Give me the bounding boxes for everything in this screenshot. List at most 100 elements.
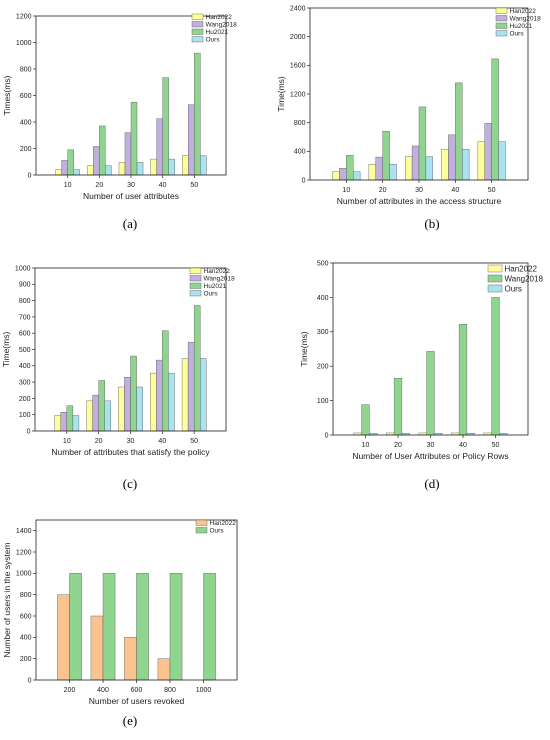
legend-swatch-c <box>189 290 202 297</box>
legend-label-b: Wang2018 <box>510 15 542 22</box>
ytick-label-a: 1000 <box>16 40 32 47</box>
bar-a-ours-20 <box>105 165 112 176</box>
bar-e-han2022-800 <box>157 658 171 681</box>
bar-c-wang2018-50 <box>187 341 195 432</box>
bar-b-han2022-40 <box>441 148 449 181</box>
bar-a-hu2021-10 <box>67 149 74 176</box>
bar-c-ours-10 <box>72 415 80 432</box>
ytick-label-d: 0 <box>325 432 329 439</box>
bar-d-wang2018-10 <box>361 404 370 436</box>
legend-label-b: Ours <box>510 30 525 37</box>
xtick-label-e: 1000 <box>196 687 212 694</box>
ytick-label-c: 100 <box>19 412 31 419</box>
y-axis-label-c: Time(ms) <box>1 332 11 368</box>
caption-c: (c) <box>123 476 137 491</box>
ytick-label-d: 200 <box>317 364 329 371</box>
caption-e: (e) <box>123 713 137 728</box>
ytick-label-c: 400 <box>19 363 31 370</box>
bar-a-hu2021-40 <box>162 77 169 176</box>
bar-b-wang2018-50 <box>484 123 492 181</box>
legend-swatch-c <box>189 282 202 289</box>
ytick-label-e: 400 <box>20 635 32 642</box>
bar-e-han2022-400 <box>90 615 104 681</box>
xtick-label-d: 20 <box>394 442 402 449</box>
bar-e-ours-400 <box>102 573 116 681</box>
legend-swatch-d <box>487 264 503 273</box>
ytick-label-d: 100 <box>317 398 329 405</box>
ytick-label-c: 800 <box>19 298 31 305</box>
bar-c-han2022-20 <box>86 400 93 432</box>
bar-b-hu2021-30 <box>418 106 427 181</box>
legend-swatch-b <box>495 15 508 22</box>
xtick-label-b: 20 <box>379 187 387 194</box>
bar-e-ours-600 <box>136 573 149 681</box>
x-axis-label-a: Number of user attributes <box>83 191 179 201</box>
bar-c-ours-30 <box>136 386 143 432</box>
ytick-label-b: 2000 <box>290 34 306 41</box>
bar-b-hu2021-10 <box>346 155 354 181</box>
ytick-label-e: 1000 <box>16 571 32 578</box>
ytick-label-c: 600 <box>19 331 31 338</box>
bar-a-wang2018-10 <box>61 160 68 176</box>
ytick-label-e: 0 <box>28 677 32 684</box>
bar-c-ours-40 <box>168 372 175 432</box>
xtick-label-b: 50 <box>488 187 496 194</box>
legend-label-a: Han2022 <box>206 14 233 21</box>
bar-a-ours-30 <box>136 162 144 176</box>
legend-swatch-a <box>191 13 204 20</box>
ytick-label-a: 400 <box>20 119 32 126</box>
legend-swatch-e <box>195 527 208 534</box>
bar-b-ours-50 <box>498 141 506 181</box>
legend-swatch-c <box>189 275 202 282</box>
caption-d: (d) <box>424 476 439 491</box>
ytick-label-c: 500 <box>19 347 31 354</box>
bar-d-wang2018-30 <box>426 351 435 436</box>
chart-a: 0 200 400 600 800 1000 1200 10 20 30 40 50 Number of… <box>2 13 237 231</box>
bar-e-ours-200 <box>69 573 82 681</box>
bar-e-han2022-600 <box>124 637 137 681</box>
legend-label-b: Hu2021 <box>510 23 533 30</box>
bar-a-hu2021-20 <box>99 125 106 176</box>
bar-b-han2022-10 <box>332 171 340 181</box>
bar-a-han2022-50 <box>182 155 189 176</box>
bar-c-ours-50 <box>200 358 207 432</box>
legend-label-b: Han2022 <box>510 8 537 15</box>
legend-label-e: Ours <box>210 527 225 534</box>
ytick-label-e: 1400 <box>16 528 32 535</box>
xtick-label-c: 20 <box>95 438 103 445</box>
legend-swatch-a <box>191 36 204 43</box>
ytick-label-b: 800 <box>294 120 306 127</box>
bar-b-ours-20 <box>389 164 397 181</box>
y-axis-label-e: Number of users in the system <box>2 542 12 657</box>
bar-b-ours-10 <box>353 171 361 181</box>
y-axis-label-d: Time(ms) <box>299 331 309 367</box>
legend-label-d: Wang2018 <box>505 274 544 283</box>
chart-b: 0 400 800 1200 1600 2000 2400 10 20 30 40 50 Number … <box>276 5 541 231</box>
x-axis-label-e: Number of users revoked <box>89 696 185 706</box>
legend-label-d: Ours <box>505 284 522 293</box>
bar-b-han2022-30 <box>404 156 413 181</box>
ytick-label-c: 300 <box>19 380 31 387</box>
legend-swatch-c <box>189 267 202 274</box>
bar-c-hu2021-30 <box>130 355 137 432</box>
bar-a-wang2018-50 <box>188 104 195 176</box>
bar-c-han2022-40 <box>150 372 157 432</box>
xtick-label-a: 50 <box>190 182 198 189</box>
bar-e-ours-800 <box>169 573 183 681</box>
xtick-label-c: 30 <box>127 438 135 445</box>
xtick-label-b: 30 <box>415 187 423 194</box>
legend-label-c: Wang2018 <box>204 275 236 282</box>
ytick-label-b: 400 <box>294 149 306 156</box>
bar-a-han2022-10 <box>55 169 62 176</box>
legend-swatch-d <box>487 274 503 283</box>
bar-e-ours-1000 <box>203 573 216 681</box>
bar-d-wang2018-50 <box>491 297 500 436</box>
ytick-label-a: 200 <box>20 146 32 153</box>
ytick-label-d: 400 <box>317 295 329 302</box>
ytick-label-e: 1200 <box>16 549 32 556</box>
y-axis-label-b: Time(ms) <box>276 76 286 112</box>
bar-a-han2022-20 <box>87 165 94 176</box>
bar-c-hu2021-40 <box>162 330 169 432</box>
bar-c-han2022-10 <box>54 415 61 432</box>
bar-a-han2022-40 <box>150 158 157 176</box>
